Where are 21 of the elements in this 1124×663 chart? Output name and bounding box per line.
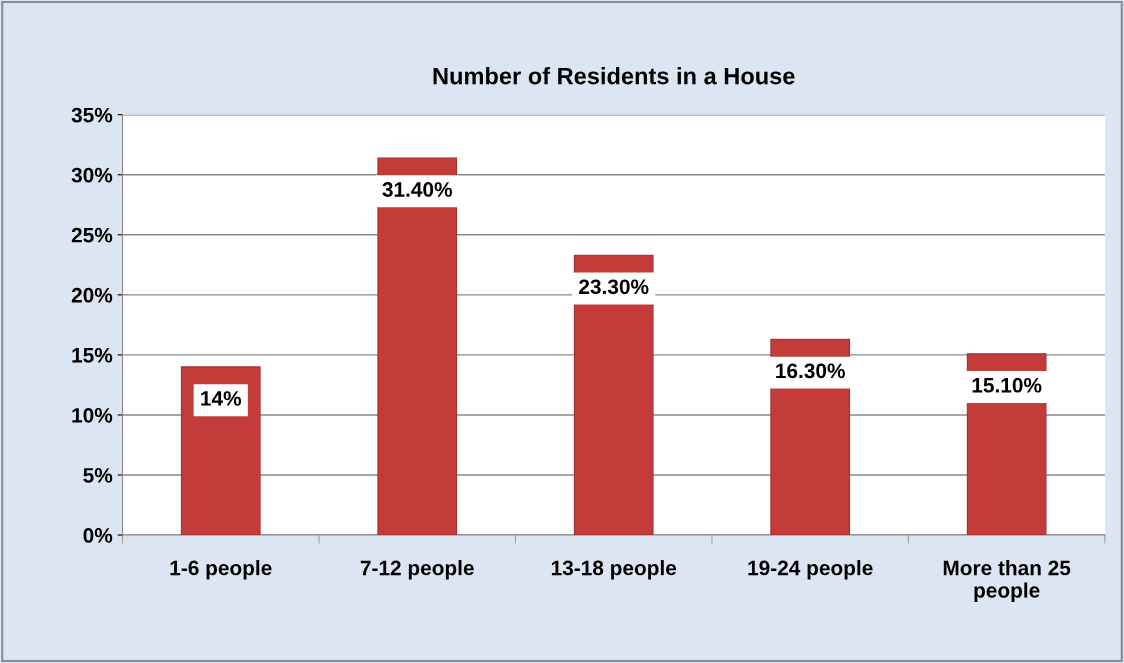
- y-tick-label: 30%: [71, 167, 113, 183]
- y-tick-label: 25%: [71, 227, 113, 243]
- data-label: 23.30%: [579, 279, 649, 295]
- y-tick-label: 10%: [72, 407, 113, 423]
- x-tick-label: More than 25 people: [943, 560, 1071, 602]
- data-label: 16.30%: [776, 363, 845, 379]
- x-tick-label: 19-24 people: [748, 560, 873, 580]
- y-tick-label: 0%: [83, 528, 113, 543]
- y-tick-label: 5%: [83, 468, 113, 483]
- y-tick-label: 15%: [72, 347, 113, 363]
- data-label: 15.10%: [972, 377, 1042, 393]
- bar: [377, 157, 458, 536]
- x-tick-label: 13-18 people: [551, 560, 677, 580]
- chart-title: Number of Residents in a House: [433, 67, 795, 85]
- x-tick-label: 1-6 people: [170, 560, 272, 580]
- y-tick-label: 20%: [71, 287, 113, 303]
- data-label: 31.40%: [382, 182, 453, 197]
- data-label: 14%: [201, 391, 242, 406]
- y-tick-label: 35%: [71, 107, 113, 123]
- x-tick-label: 7-12 people: [360, 560, 474, 580]
- bar: [180, 366, 261, 536]
